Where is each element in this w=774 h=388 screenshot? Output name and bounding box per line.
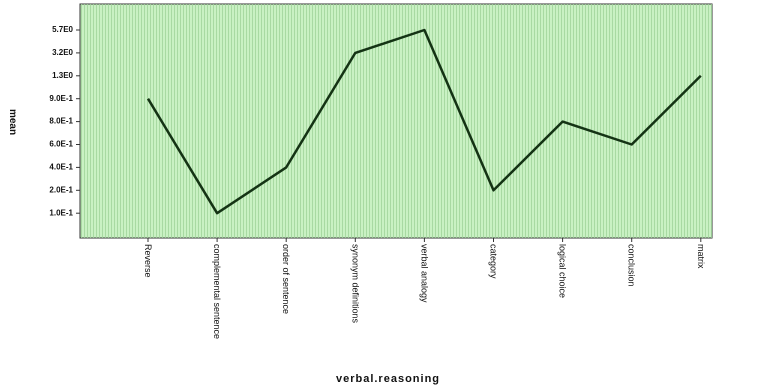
y-tick-label: 1.3E0 bbox=[52, 71, 73, 80]
y-axis-title: mean bbox=[7, 109, 18, 135]
x-tick-label: synonym definitions bbox=[350, 244, 360, 324]
x-tick-label: Reverse bbox=[143, 244, 153, 278]
y-tick-label: 9.0E-1 bbox=[49, 94, 73, 103]
y-tick-label: 2.0E-1 bbox=[49, 185, 73, 194]
x-tick-label: complemental sentence bbox=[212, 244, 222, 339]
y-tick-label: 4.0E-1 bbox=[49, 163, 73, 172]
y-tick-label: 6.0E-1 bbox=[49, 140, 73, 149]
x-tick-label: category bbox=[489, 244, 499, 279]
x-tick-label: matrix bbox=[696, 244, 706, 269]
y-tick-label: 5.7E0 bbox=[52, 25, 73, 34]
x-tick-label: order of sentence bbox=[281, 244, 291, 314]
y-tick-label: 8.0E-1 bbox=[49, 117, 73, 126]
y-tick-label: 1.0E-1 bbox=[49, 208, 73, 217]
plot-pattern bbox=[80, 4, 712, 238]
y-tick-label: 3.2E0 bbox=[52, 48, 73, 57]
line-series bbox=[146, 28, 702, 215]
x-axis-title: verbal.reasoning bbox=[336, 373, 440, 385]
x-tick-label: conclusion bbox=[627, 244, 637, 287]
x-tick-label: verbal analogy bbox=[419, 244, 429, 303]
x-tick-label: logical choice bbox=[558, 244, 568, 298]
